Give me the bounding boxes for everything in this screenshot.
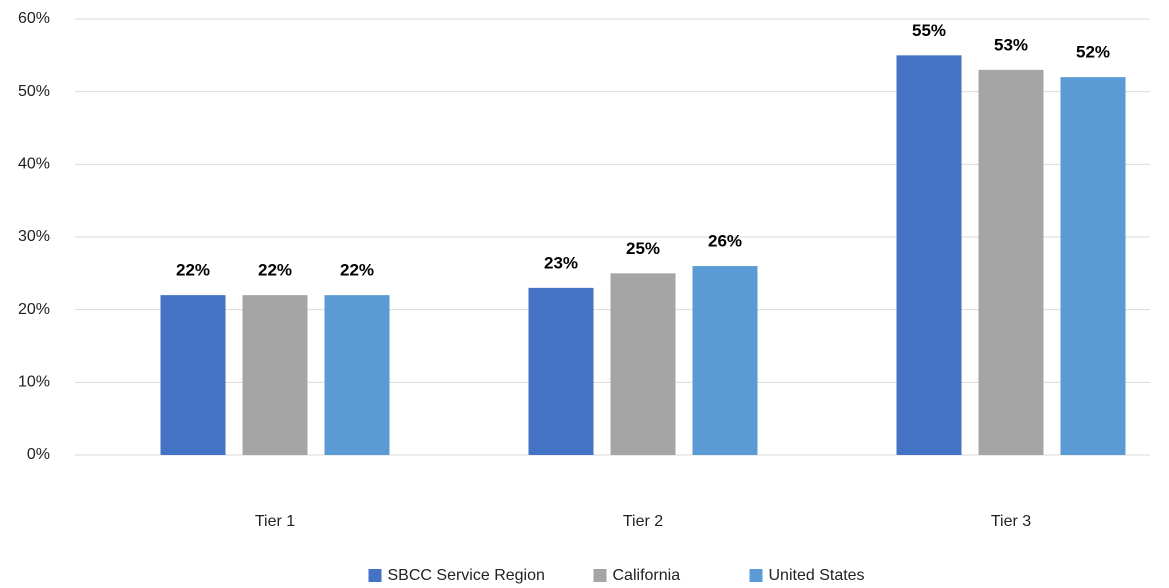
- y-tick-label: 20%: [18, 301, 50, 318]
- legend-label: United States: [769, 567, 865, 584]
- y-tick-label: 0%: [27, 446, 50, 463]
- bar: [528, 287, 594, 455]
- bar: [610, 273, 676, 455]
- bar: [324, 295, 390, 455]
- legend-swatch: [749, 569, 763, 582]
- x-tick-label: Tier 2: [623, 513, 663, 530]
- legend-label: SBCC Service Region: [388, 567, 545, 584]
- x-tick-label: Tier 1: [255, 513, 295, 530]
- bar: [692, 266, 758, 455]
- bar: [896, 55, 962, 455]
- value-label: 22%: [176, 261, 210, 280]
- bar: [242, 295, 308, 455]
- value-label: 22%: [258, 261, 292, 280]
- y-tick-label: 10%: [18, 374, 50, 391]
- value-label: 22%: [340, 261, 374, 280]
- y-tick-label: 30%: [18, 228, 50, 245]
- y-tick-label: 50%: [18, 83, 50, 100]
- value-label: 52%: [1076, 43, 1110, 62]
- value-label: 25%: [626, 239, 660, 258]
- y-tick-label: 60%: [18, 10, 50, 27]
- value-label: 53%: [994, 35, 1028, 54]
- legend-swatch: [368, 569, 382, 582]
- legend-label: California: [613, 567, 681, 584]
- value-label: 26%: [708, 232, 742, 251]
- bar: [1060, 77, 1126, 455]
- bar: [978, 69, 1044, 455]
- bar: [160, 295, 226, 455]
- value-label: 55%: [912, 21, 946, 40]
- x-tick-label: Tier 3: [991, 513, 1031, 530]
- y-tick-label: 40%: [18, 156, 50, 173]
- legend-swatch: [593, 569, 607, 582]
- value-label: 23%: [544, 253, 578, 272]
